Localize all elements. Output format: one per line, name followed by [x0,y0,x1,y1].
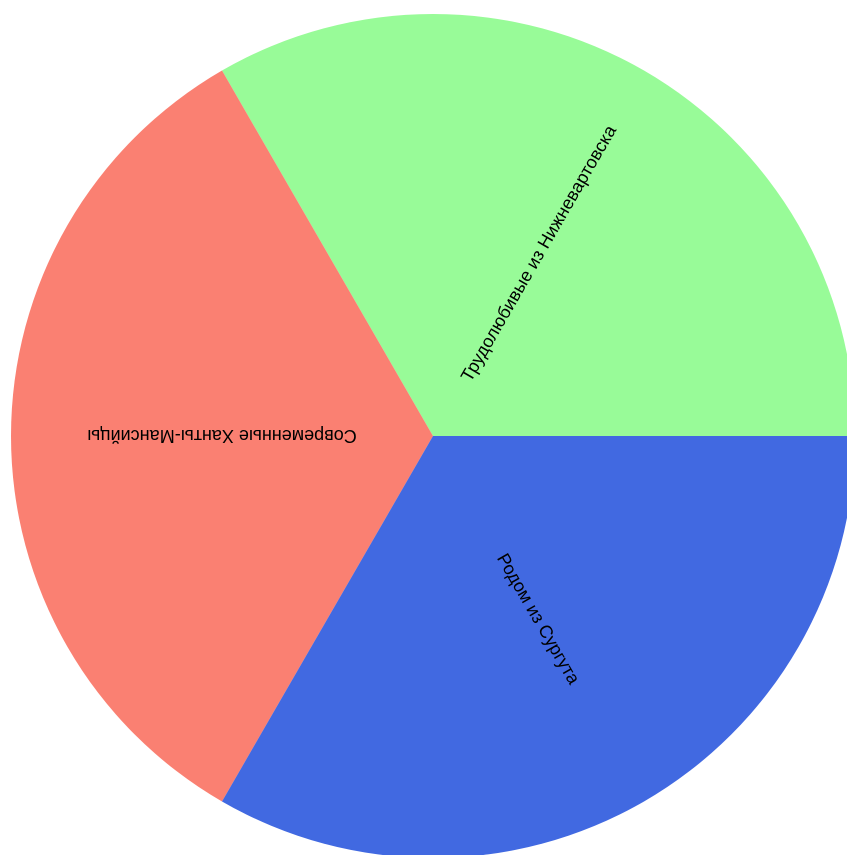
pie-slice-label-2: Современные Ханты-Мансийцы [87,426,356,446]
pie-slices [11,14,847,855]
pie-slice-1 [222,14,847,436]
pie-slice-2 [11,70,433,802]
pie-slice-3 [222,436,847,855]
